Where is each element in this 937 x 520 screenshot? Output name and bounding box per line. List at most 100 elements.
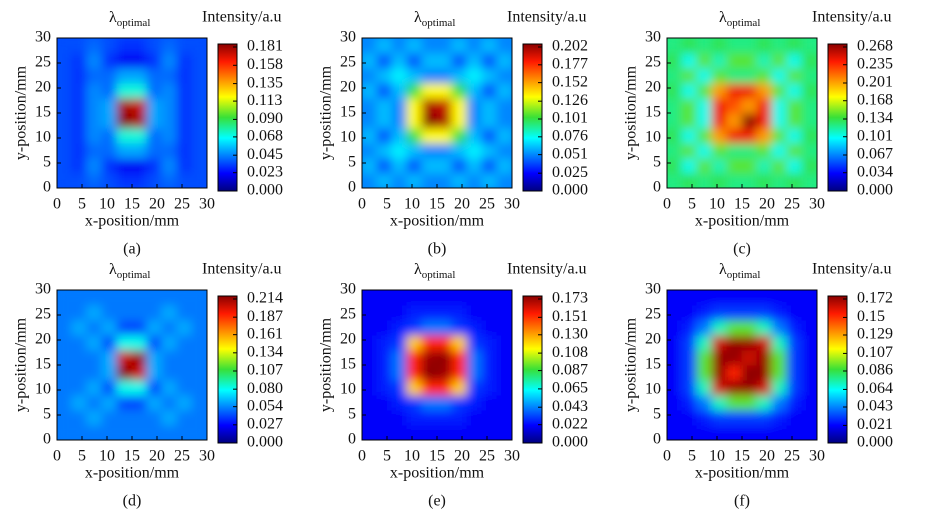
- heatmap-cell: [667, 364, 683, 381]
- heatmap-cell: [116, 364, 133, 381]
- heatmap: [57, 290, 207, 440]
- heatmap-cell: [146, 142, 163, 159]
- colorbar-tick-label: 0.161: [247, 325, 283, 342]
- heatmap-cell: [726, 38, 743, 54]
- colorbar-tick-label: 0.000: [857, 182, 893, 199]
- heatmap-cell: [376, 379, 393, 396]
- heatmap-cell: [696, 409, 713, 426]
- y-tick-label: 10: [35, 129, 51, 146]
- heatmap-cell: [406, 142, 423, 159]
- heatmap-cell: [726, 334, 743, 351]
- heatmap-cell: [726, 364, 743, 381]
- heatmap-cell: [667, 112, 683, 129]
- heatmap-cell: [786, 82, 803, 99]
- heatmap-cell: [57, 334, 73, 351]
- x-tick-label: 0: [53, 196, 61, 213]
- heatmap-cell: [786, 394, 803, 411]
- title-symbol: λ: [109, 9, 117, 26]
- heatmap-cell: [101, 157, 118, 174]
- heatmap-cell: [161, 334, 178, 351]
- heatmap-cell: [57, 349, 73, 366]
- heatmap-cell: [667, 142, 683, 159]
- x-tick-label: 5: [383, 196, 391, 213]
- heatmap-cell: [771, 172, 788, 188]
- heatmap-cell: [786, 379, 803, 396]
- heatmap-cell: [741, 394, 758, 411]
- y-tick-label: 30: [340, 29, 356, 46]
- heatmap-cell: [466, 112, 483, 129]
- heatmap-cell: [466, 409, 483, 426]
- heatmap-cell: [786, 424, 803, 440]
- heatmap-cell: [741, 319, 758, 336]
- x-axis-label: x-position/mm: [85, 465, 180, 482]
- y-axis-label: y-position/mm: [318, 65, 335, 160]
- heatmap-cell: [131, 52, 148, 69]
- colorbar-tick-label: 0.108: [552, 344, 588, 361]
- heatmap-cell: [376, 38, 393, 54]
- heatmap-cell: [481, 364, 498, 381]
- heatmap-cell: [711, 379, 728, 396]
- heatmap-cell: [801, 334, 817, 351]
- heatmap-cell: [71, 394, 88, 411]
- heatmap-cell: [161, 409, 178, 426]
- y-tick-label: 25: [645, 306, 661, 323]
- heatmap-cell: [101, 424, 118, 440]
- y-tick-label: 25: [35, 54, 51, 71]
- heatmap-cell: [711, 67, 728, 84]
- heatmap-cell: [786, 172, 803, 188]
- heatmap-cell: [131, 349, 148, 366]
- heatmap-cell: [421, 52, 438, 69]
- heatmap-cell: [756, 349, 773, 366]
- heatmap-cell: [696, 38, 713, 54]
- heatmap-cell: [786, 409, 803, 426]
- heatmap-cell: [786, 157, 803, 174]
- y-tick-label: 20: [340, 331, 356, 348]
- heatmap-cell: [496, 142, 512, 159]
- heatmap-cell: [801, 394, 817, 411]
- y-tick-label: 15: [645, 104, 661, 121]
- heatmap-cell: [86, 349, 103, 366]
- heatmap-cell: [756, 82, 773, 99]
- title-subscript: optimal: [422, 17, 456, 29]
- heatmap-cell: [496, 349, 512, 366]
- y-tick-label: 30: [35, 281, 51, 298]
- heatmap-cell: [176, 290, 193, 306]
- heatmap-cell: [696, 394, 713, 411]
- heatmap-cell: [406, 394, 423, 411]
- colorbar-tick-label: 0.086: [857, 362, 893, 379]
- heatmap-cell: [741, 334, 758, 351]
- heatmap-cell: [696, 290, 713, 306]
- heatmap-cell: [711, 172, 728, 188]
- heatmap-cell: [496, 157, 512, 174]
- heatmap-cell: [101, 409, 118, 426]
- heatmap-cell: [176, 349, 193, 366]
- colorbar-tick-label: 0.080: [247, 380, 283, 397]
- heatmap-cell: [481, 349, 498, 366]
- heatmap-cell: [57, 82, 73, 99]
- heatmap-cell: [681, 142, 698, 159]
- y-tick-label: 20: [35, 79, 51, 96]
- heatmap-cell: [681, 394, 698, 411]
- heatmap-cell: [116, 67, 133, 84]
- heatmap-cell: [86, 67, 103, 84]
- caption: (b): [428, 241, 447, 258]
- heatmap-cell: [131, 364, 148, 381]
- title-subscript: optimal: [727, 269, 761, 281]
- x-tick-label: 20: [454, 448, 470, 465]
- heatmap-cell: [71, 38, 88, 54]
- heatmap-cell: [436, 394, 453, 411]
- colorbar-tick-label: 0.000: [552, 434, 588, 451]
- heatmap-cell: [466, 157, 483, 174]
- colorbar-tick-label: 0.000: [552, 182, 588, 199]
- y-tick-label: 0: [653, 431, 661, 448]
- heatmap-cell: [741, 112, 758, 129]
- y-tick-label: 15: [35, 104, 51, 121]
- heatmap-cell: [101, 52, 118, 69]
- heatmap-cell: [71, 67, 88, 84]
- heatmap-cell: [741, 349, 758, 366]
- heatmap-cell: [786, 112, 803, 129]
- heatmap-cell: [756, 364, 773, 381]
- heatmap-cell: [362, 349, 378, 366]
- heatmap-cell: [466, 304, 483, 321]
- y-tick-label: 10: [340, 129, 356, 146]
